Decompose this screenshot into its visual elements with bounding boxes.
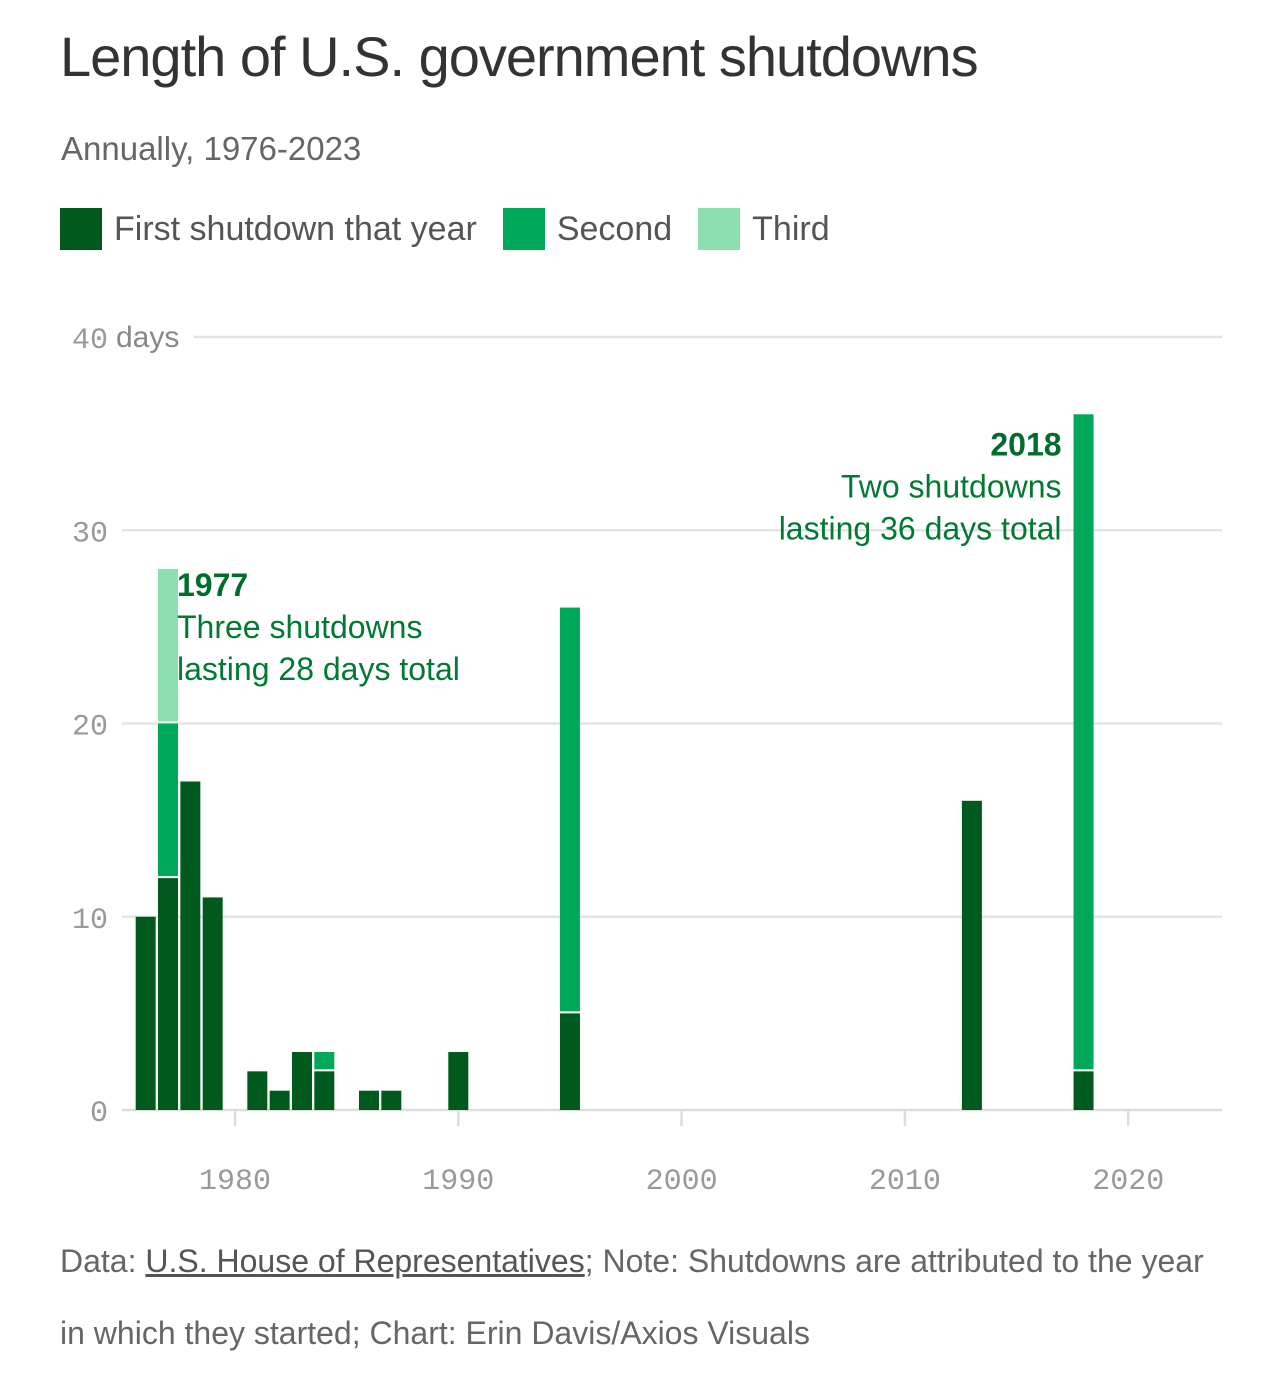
bar-1977-3 bbox=[158, 568, 179, 722]
x-tick-label-1980: 1980 bbox=[199, 1165, 271, 1199]
legend-swatch-third bbox=[698, 208, 741, 250]
footer-note: ; Note: Shutdowns are attributed to the … bbox=[60, 1243, 1204, 1351]
legend-item-second: Second bbox=[502, 208, 673, 250]
annotation-2018-line-1: Two shutdowns bbox=[841, 468, 1062, 504]
footer-prefix: Data: bbox=[60, 1243, 146, 1279]
bar-1977-1 bbox=[158, 878, 179, 1110]
footer-credits: Data: U.S. House of Representatives; Not… bbox=[60, 1225, 1230, 1369]
legend-swatch-second bbox=[502, 208, 545, 250]
legend-label-first: First shutdown that year bbox=[114, 209, 477, 248]
y-tick-label-0: 0 bbox=[90, 1097, 108, 1131]
legend-label-third: Third bbox=[752, 209, 830, 248]
bar-1976-1 bbox=[135, 916, 156, 1110]
y-unit-label: days bbox=[116, 321, 179, 354]
bar-1978-1 bbox=[180, 781, 201, 1110]
bar-1987-1 bbox=[381, 1090, 402, 1110]
bar-1986-1 bbox=[358, 1090, 379, 1110]
y-tick-label-10: 10 bbox=[72, 904, 108, 938]
bar-chart: 0 10 20 30 40 days 1980 1990 2000 2010 2020 1977 Thr… bbox=[72, 317, 1222, 1199]
bar-1990-1 bbox=[448, 1052, 469, 1110]
source-link[interactable]: U.S. House of Representatives bbox=[145, 1243, 585, 1279]
bar-2018-1 bbox=[1073, 1071, 1094, 1110]
bar-1979-1 bbox=[202, 897, 223, 1110]
x-tick-label-2020: 2020 bbox=[1092, 1165, 1164, 1199]
bar-2013-1 bbox=[961, 800, 982, 1110]
annotation-1977-line-2: lasting 28 days total bbox=[177, 651, 460, 687]
x-tick-label-1990: 1990 bbox=[422, 1165, 494, 1199]
annotation-2018-line-2: lasting 36 days total bbox=[779, 510, 1062, 546]
y-tick-label-20: 20 bbox=[72, 711, 108, 745]
x-tick-label-2000: 2000 bbox=[646, 1165, 718, 1199]
legend-label-second: Second bbox=[556, 209, 673, 248]
annotation-2018-year: 2018 bbox=[990, 426, 1061, 462]
bar-2018-2 bbox=[1073, 414, 1094, 1070]
bar-1983-1 bbox=[291, 1052, 312, 1110]
y-tick-label-40: 40 bbox=[72, 324, 108, 358]
legend-item-third: Third bbox=[698, 208, 830, 250]
legend-swatch-first bbox=[60, 208, 102, 250]
bar-1984-2 bbox=[314, 1052, 335, 1070]
y-tick-label-30: 30 bbox=[72, 517, 108, 551]
x-tick-label-2010: 2010 bbox=[869, 1165, 941, 1199]
bar-1995-1 bbox=[559, 1013, 580, 1110]
annotation-1977-year: 1977 bbox=[177, 567, 248, 603]
bar-1982-1 bbox=[269, 1090, 290, 1110]
bar-1977-2 bbox=[158, 723, 179, 877]
chart-title: Length of U.S. government shutdowns bbox=[60, 25, 979, 88]
bar-1995-2 bbox=[559, 607, 580, 1012]
bar-1981-1 bbox=[247, 1071, 268, 1110]
annotation-1977-line-1: Three shutdowns bbox=[177, 609, 422, 645]
legend: First shutdown that year Second Third bbox=[60, 208, 856, 250]
legend-item-first: First shutdown that year bbox=[60, 208, 477, 250]
y-unit-bg bbox=[110, 317, 194, 357]
bar-1984-1 bbox=[314, 1071, 335, 1110]
chart-subtitle: Annually, 1976-2023 bbox=[61, 130, 362, 167]
